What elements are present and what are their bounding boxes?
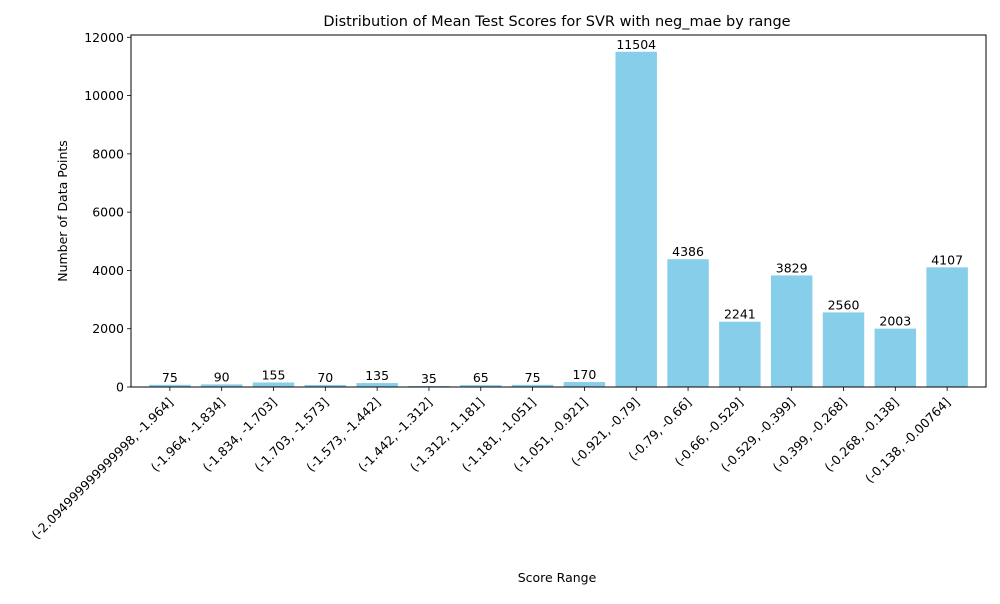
bar <box>149 384 191 387</box>
y-tick-label: 0 <box>116 380 124 395</box>
y-tick-label: 12000 <box>84 30 124 45</box>
plot-area-frame <box>130 34 987 388</box>
y-tick-label: 2000 <box>92 321 124 336</box>
y-tick-label: 6000 <box>92 205 124 220</box>
data-label: 4107 <box>931 252 963 267</box>
bar <box>615 51 657 387</box>
data-label: 65 <box>473 370 489 385</box>
bar <box>304 384 347 387</box>
bar <box>511 384 554 387</box>
data-label: 2003 <box>879 314 911 329</box>
data-label: 11504 <box>616 37 656 52</box>
data-label: 75 <box>525 370 541 385</box>
data-label: 155 <box>262 367 286 382</box>
data-label: 2560 <box>828 297 860 312</box>
bar <box>770 275 813 387</box>
data-label: 90 <box>214 369 230 384</box>
bar <box>252 382 295 387</box>
data-label: 4386 <box>672 244 704 259</box>
data-label: 3829 <box>776 260 808 275</box>
data-label: 2241 <box>724 307 756 322</box>
data-label: 170 <box>572 367 596 382</box>
bar <box>460 385 502 387</box>
x-tick-label: (-0.138, -0.00764] <box>862 395 953 486</box>
y-tick-label: 10000 <box>84 88 124 103</box>
bar <box>408 385 450 387</box>
bar <box>200 384 243 387</box>
bar <box>563 382 606 387</box>
bar <box>667 259 709 387</box>
data-label: 35 <box>421 371 437 386</box>
x-axis-label: Score Range <box>518 570 597 585</box>
y-axis-ticks: 0 2000 4000 6000 8000 10000 12000 <box>84 30 131 395</box>
bar <box>719 321 761 387</box>
y-tick-label: 8000 <box>92 146 124 161</box>
bar <box>926 267 968 387</box>
data-label: 70 <box>317 370 333 385</box>
data-label: 75 <box>162 370 178 385</box>
bar <box>822 312 865 387</box>
bar <box>874 328 917 387</box>
bars-layer: 75 90 155 70 135 35 65 75 170 11504 4386 2241 3829 25… <box>149 37 968 387</box>
y-tick-label: 4000 <box>92 263 124 278</box>
x-axis-ticks: (-2.094999999999998, -1.964](-1.964, -1.… <box>28 387 953 542</box>
bar <box>356 383 398 387</box>
chart-title: Distribution of Mean Test Scores for SVR… <box>323 14 790 30</box>
data-label: 135 <box>365 368 389 383</box>
y-axis-label: Number of Data Points <box>55 140 70 282</box>
